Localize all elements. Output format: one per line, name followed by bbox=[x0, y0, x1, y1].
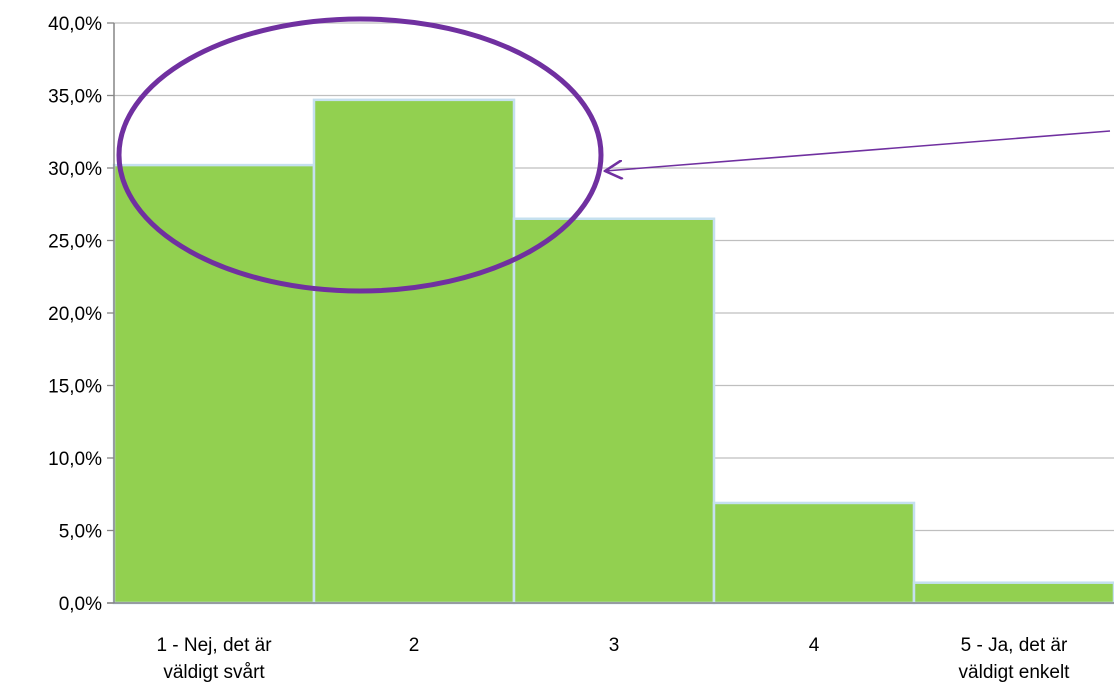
bar bbox=[912, 581, 1114, 605]
bar bbox=[112, 163, 316, 605]
annotation-arrow bbox=[605, 130, 1111, 171]
bar bbox=[712, 501, 916, 605]
y-tick-label: 25,0% bbox=[48, 232, 102, 253]
x-category-label: 5 - Ja, det är väldigt enkelt bbox=[959, 635, 1071, 683]
y-tick-label: 20,0% bbox=[48, 304, 102, 325]
x-category-label-line: väldigt svårt bbox=[163, 662, 265, 683]
x-category-label-line: 3 bbox=[609, 635, 620, 656]
x-category-label: 1 - Nej, det är väldigt svårt bbox=[156, 635, 272, 683]
bar bbox=[512, 217, 716, 605]
y-tick-label: 10,0% bbox=[48, 449, 102, 470]
x-category-label-line: 4 bbox=[809, 635, 820, 656]
x-category-label-line: 5 - Ja, det är bbox=[961, 635, 1068, 656]
y-tick-label: 30,0% bbox=[48, 159, 102, 180]
annotation-ellipse bbox=[116, 16, 604, 294]
x-category-label-line: 2 bbox=[409, 635, 420, 656]
y-axis-tick-labels: 0,0% 5,0% 10,0% 15,0% 20,0% 25,0% 30,0% 35,0% 40… bbox=[48, 14, 102, 615]
x-category-label: 2 bbox=[409, 635, 420, 656]
bar bbox=[312, 98, 516, 605]
y-tick-label: 40,0% bbox=[48, 14, 102, 35]
x-category-label: 4 bbox=[809, 635, 820, 656]
x-category-label: 3 bbox=[609, 635, 620, 656]
y-tick-label: 5,0% bbox=[59, 522, 102, 543]
x-category-label-line: 1 - Nej, det är bbox=[156, 635, 272, 656]
x-axis-category-labels: 1 - Nej, det är väldigt svårt 2 3 4 5 - Ja, d… bbox=[156, 635, 1070, 683]
y-tick-label: 15,0% bbox=[48, 377, 102, 398]
y-tick-label: 0,0% bbox=[59, 594, 102, 615]
y-tick-label: 35,0% bbox=[48, 87, 102, 108]
x-category-label-line: väldigt enkelt bbox=[959, 662, 1071, 683]
annotation bbox=[116, 16, 1111, 294]
bars bbox=[112, 98, 1114, 605]
axes bbox=[107, 22, 1114, 604]
